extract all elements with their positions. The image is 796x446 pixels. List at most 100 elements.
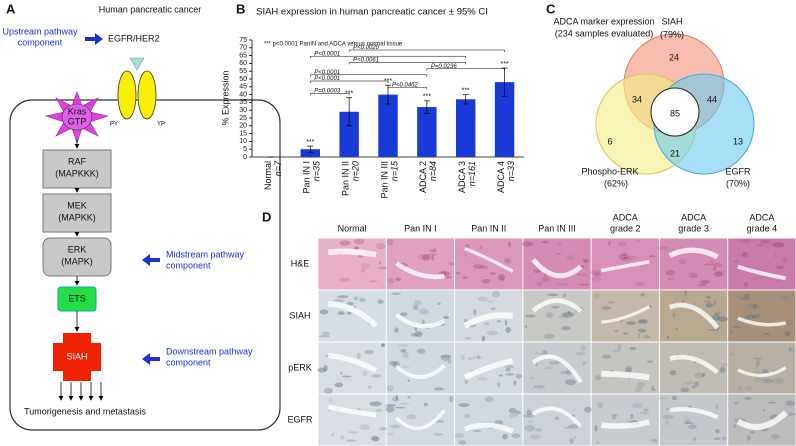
tissue-texture [508,241,511,248]
tissue-texture [713,271,724,277]
tissue-texture [489,272,497,275]
column-header: grade 3 [678,223,709,233]
tissue-texture [545,312,554,319]
tissue-texture [388,361,398,366]
lumen [395,261,445,280]
lumen [395,409,446,431]
tissue-texture [637,381,646,388]
tissue-texture [414,327,418,332]
lumen [601,260,650,273]
bar [300,149,320,157]
lumen [463,358,514,380]
column-header: Pan IN III [538,223,576,233]
region-count: 34 [632,94,642,104]
tissue-texture [524,314,536,318]
error-bar [346,97,353,127]
tissue-texture [328,397,333,402]
tissue-texture [497,273,506,281]
row-label: SIAH [289,310,310,320]
tissue-texture [423,402,428,407]
tissue-texture [635,282,645,286]
tissue-texture [395,277,402,281]
tissue-texture [636,239,641,243]
tissue-texture [613,330,620,332]
erk-label: ERK [68,244,87,254]
tissue-texture [454,433,465,439]
tissue-texture [526,409,532,416]
y-tick-label: 0 [243,154,247,161]
venn-title: ADCA marker expression [553,16,654,26]
siah-cross [53,333,101,381]
n-label: n=35 [312,160,322,181]
column-header: Normal [338,223,367,233]
tissue-texture [504,258,512,263]
tissue-texture [524,325,528,328]
y-tick-label: 15 [239,130,247,137]
y-tick-label: 40 [239,91,247,98]
receptor [137,70,157,120]
p-value: P<0.0020 [353,45,380,51]
tissue-texture [594,425,598,432]
tissue-texture [416,348,426,355]
tissue-texture [486,330,498,336]
pathway-diagram: Human pancreatic cancer Upstream pathway… [2,4,281,431]
tissue-texture [348,431,358,434]
tissue-texture [399,312,408,317]
tissue-texture [564,379,577,386]
region-count: 85 [670,108,680,118]
p-value: P<0.0462 [392,82,419,88]
error-bar [462,94,469,105]
lumen [668,302,720,330]
panel-label: A [6,1,16,16]
tissue-texture [543,333,555,339]
tissue-texture [643,335,651,339]
midstream-label: Midstream pathway [166,249,245,259]
tissue-texture [622,252,627,257]
comparison-bracket [387,86,428,90]
y-axis-label: % Expression [220,70,230,125]
tissue-texture [578,283,590,286]
tissue-texture [593,292,600,299]
tissue-texture [440,354,451,361]
tissue-texture [732,325,741,329]
tissue-texture [755,359,761,366]
tissue-texture [504,319,508,326]
tissue-texture [688,272,699,279]
tissue-texture [479,244,484,250]
mek-label: (MAPKK) [58,212,96,222]
tissue-texture [622,332,629,335]
tissue-texture [637,333,641,339]
tissue-texture [375,242,386,250]
tissue-texture [407,379,410,383]
y-tick-label: 75 [239,37,247,44]
tissue-texture [629,346,637,351]
tissue-texture [780,295,790,301]
tissue-texture [601,354,611,359]
tissue-texture [774,253,778,258]
tissue-texture [590,276,602,281]
y-tick-label: 45 [239,84,247,91]
tissue-texture [596,441,600,444]
tissue-texture [785,400,796,407]
tissue-texture [340,371,343,376]
tissue-texture [640,292,646,297]
tissue-texture [323,364,328,372]
tissue-texture [684,290,688,296]
micrograph [523,238,591,290]
tissue-texture [744,314,756,319]
p-value: P=0.0236 [431,64,458,70]
tissue-texture [712,262,723,268]
tissue-texture [487,300,493,303]
set-name: Phospho-ERK [581,166,638,176]
n-label: n=7 [273,160,283,176]
tissue-texture [497,382,501,388]
n-label: n=84 [428,161,438,181]
lumen [601,419,650,429]
tissue-texture [694,372,705,379]
y-tick-label: 30 [239,107,247,114]
tissue-texture [788,348,796,353]
tissue-texture [405,414,417,420]
tissue-texture [369,280,378,283]
tissue-texture [394,327,399,333]
significance-marker: *** [462,87,470,94]
